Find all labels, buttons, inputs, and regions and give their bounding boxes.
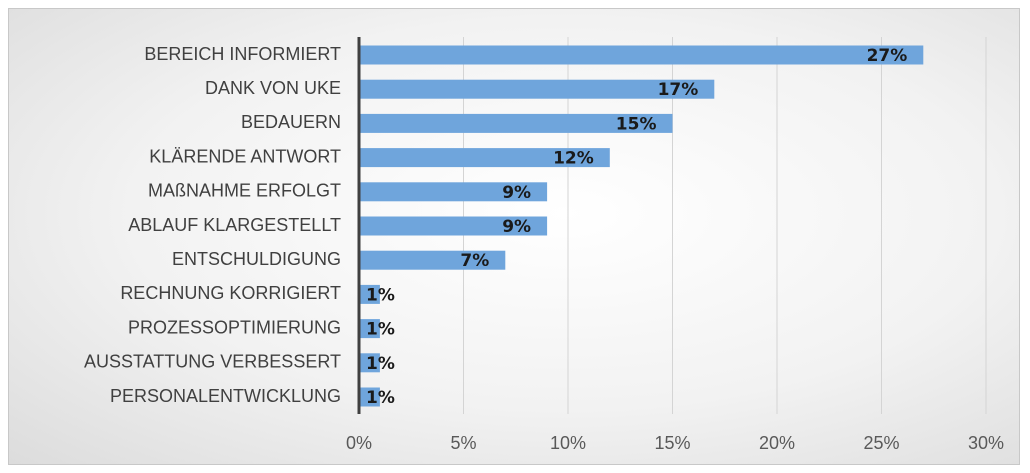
data-label: 12% [553,149,594,169]
data-label: 7% [460,251,489,271]
bar-chart: BEREICH INFORMIERT DANK VON UKE BEDAUERN KL… [84,37,1004,453]
data-label: 9% [502,183,531,203]
data-label: 1% [366,285,395,305]
x-axis-tick-labels: 0% 5% 10% 15% 20% 25% 30% [346,433,1004,453]
bar [359,148,610,168]
category-label: PROZESSOPTIMIERUNG [128,317,341,337]
bars [359,45,924,407]
data-label: 9% [502,217,531,237]
x-tick-label: 0% [346,433,372,453]
bar [359,182,548,202]
category-label: MAßNAHME ERFOLGT [148,181,341,201]
x-tick-label: 20% [759,433,795,453]
category-label: AUSSTATTUNG VERBESSERT [84,352,341,372]
category-labels: BEREICH INFORMIERT DANK VON UKE BEDAUERN KL… [84,44,341,406]
data-label: 17% [658,80,699,100]
category-label: ENTSCHULDIGUNG [172,249,341,269]
bar [359,284,380,304]
data-label: 27% [867,46,908,66]
bar [359,250,506,270]
bar [359,45,924,65]
x-tick-label: 25% [863,433,899,453]
data-label: 1% [366,354,395,374]
bar [359,113,673,133]
category-label: KLÄRENDE ANTWORT [149,146,341,166]
category-label: RECHNUNG KORRIGIERT [120,283,341,303]
data-label: 15% [616,114,657,134]
category-label: BEREICH INFORMIERT [144,44,341,64]
data-label: 1% [366,320,395,340]
chart-area: BEREICH INFORMIERT DANK VON UKE BEDAUERN KL… [8,8,1020,465]
x-tick-label: 5% [450,433,476,453]
bar [359,79,715,99]
bar [359,387,380,407]
category-label: DANK VON UKE [205,78,341,98]
category-label: ABLAUF KLARGESTELLT [128,215,341,235]
bar [359,319,380,339]
x-tick-label: 15% [654,433,690,453]
x-tick-label: 30% [968,433,1004,453]
category-label: BEDAUERN [241,112,341,132]
bar [359,216,548,236]
bar [359,353,380,373]
gridlines [463,37,987,414]
category-label: PERSONALENTWICKLUNG [110,386,341,406]
data-label: 1% [366,388,395,408]
data-labels: 27% 17%15% 12% 9% 9% 7% 1% 1% 1% 1% [366,46,907,408]
x-tick-label: 10% [550,433,586,453]
